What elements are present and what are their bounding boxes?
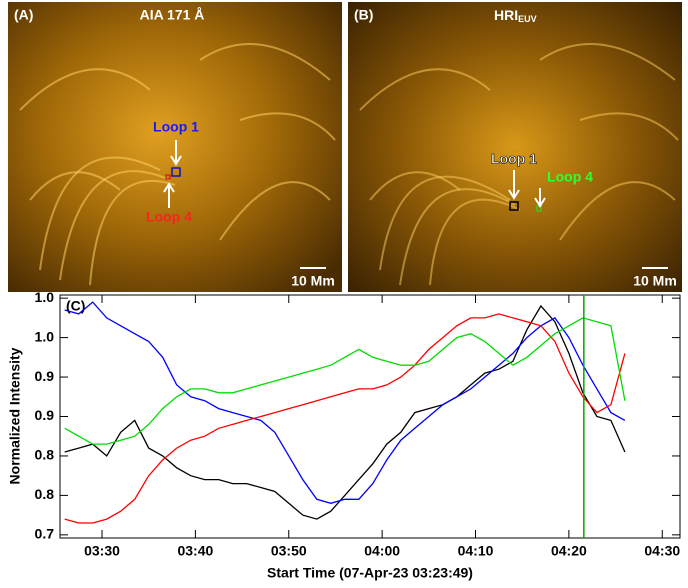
y-tick-label: 1.0 <box>35 328 55 344</box>
loop-label: Loop 4 <box>547 169 593 185</box>
x-tick-label: 03:30 <box>84 543 120 559</box>
panel-label: (B) <box>354 7 373 23</box>
x-tick-label: 04:10 <box>458 543 494 559</box>
loops <box>359 43 679 286</box>
panel-a: (A) AIA 171 Å Loop 1 Loop 4 10 Mm <box>8 2 342 292</box>
loop-label: Loop 4 <box>146 209 192 225</box>
panel-title: AIA 171 Å <box>140 7 205 23</box>
series-line <box>64 301 626 504</box>
x-tick-label: 04:00 <box>364 543 400 559</box>
loop-label: Loop 1 <box>153 119 199 135</box>
panel-b: (B) HRIEUV Loop 1 Loop 4 10 Mm <box>348 2 682 292</box>
series-line <box>64 313 626 524</box>
panel-title-main: HRI <box>494 7 518 23</box>
y-tick-label: 0.9 <box>35 407 55 423</box>
panel-title: HRIEUV <box>494 7 537 25</box>
x-tick-label: 03:40 <box>177 543 213 559</box>
y-axis-label: Normalized Intensity <box>7 347 23 484</box>
scale-label: 10 Mm <box>633 273 677 289</box>
y-tick-label: 0.9 <box>35 368 55 384</box>
panel-label: (A) <box>14 7 33 23</box>
plot-frame <box>59 294 681 539</box>
panel-label: (C) <box>66 298 85 314</box>
loop-label: Loop 1 <box>491 151 537 167</box>
solar-image <box>348 2 682 292</box>
series-line <box>64 304 626 520</box>
x-tick-label: 04:30 <box>644 543 680 559</box>
panel-title-sub: EUV <box>518 14 537 24</box>
loops <box>19 43 336 286</box>
series-line <box>64 317 626 445</box>
y-tick-label: 0.7 <box>35 526 55 542</box>
y-tick-label: 1.0 <box>35 289 55 305</box>
chart: (C) Start Time (07-Apr-23 03:23:49) Norm… <box>7 289 681 581</box>
y-tick-label: 0.8 <box>35 486 55 502</box>
x-axis-label: Start Time (07-Apr-23 03:23:49) <box>267 565 473 581</box>
y-tick-label: 0.8 <box>35 447 55 463</box>
x-tick-label: 03:50 <box>271 543 307 559</box>
scale-label: 10 Mm <box>291 273 335 289</box>
x-tick-label: 04:20 <box>551 543 587 559</box>
